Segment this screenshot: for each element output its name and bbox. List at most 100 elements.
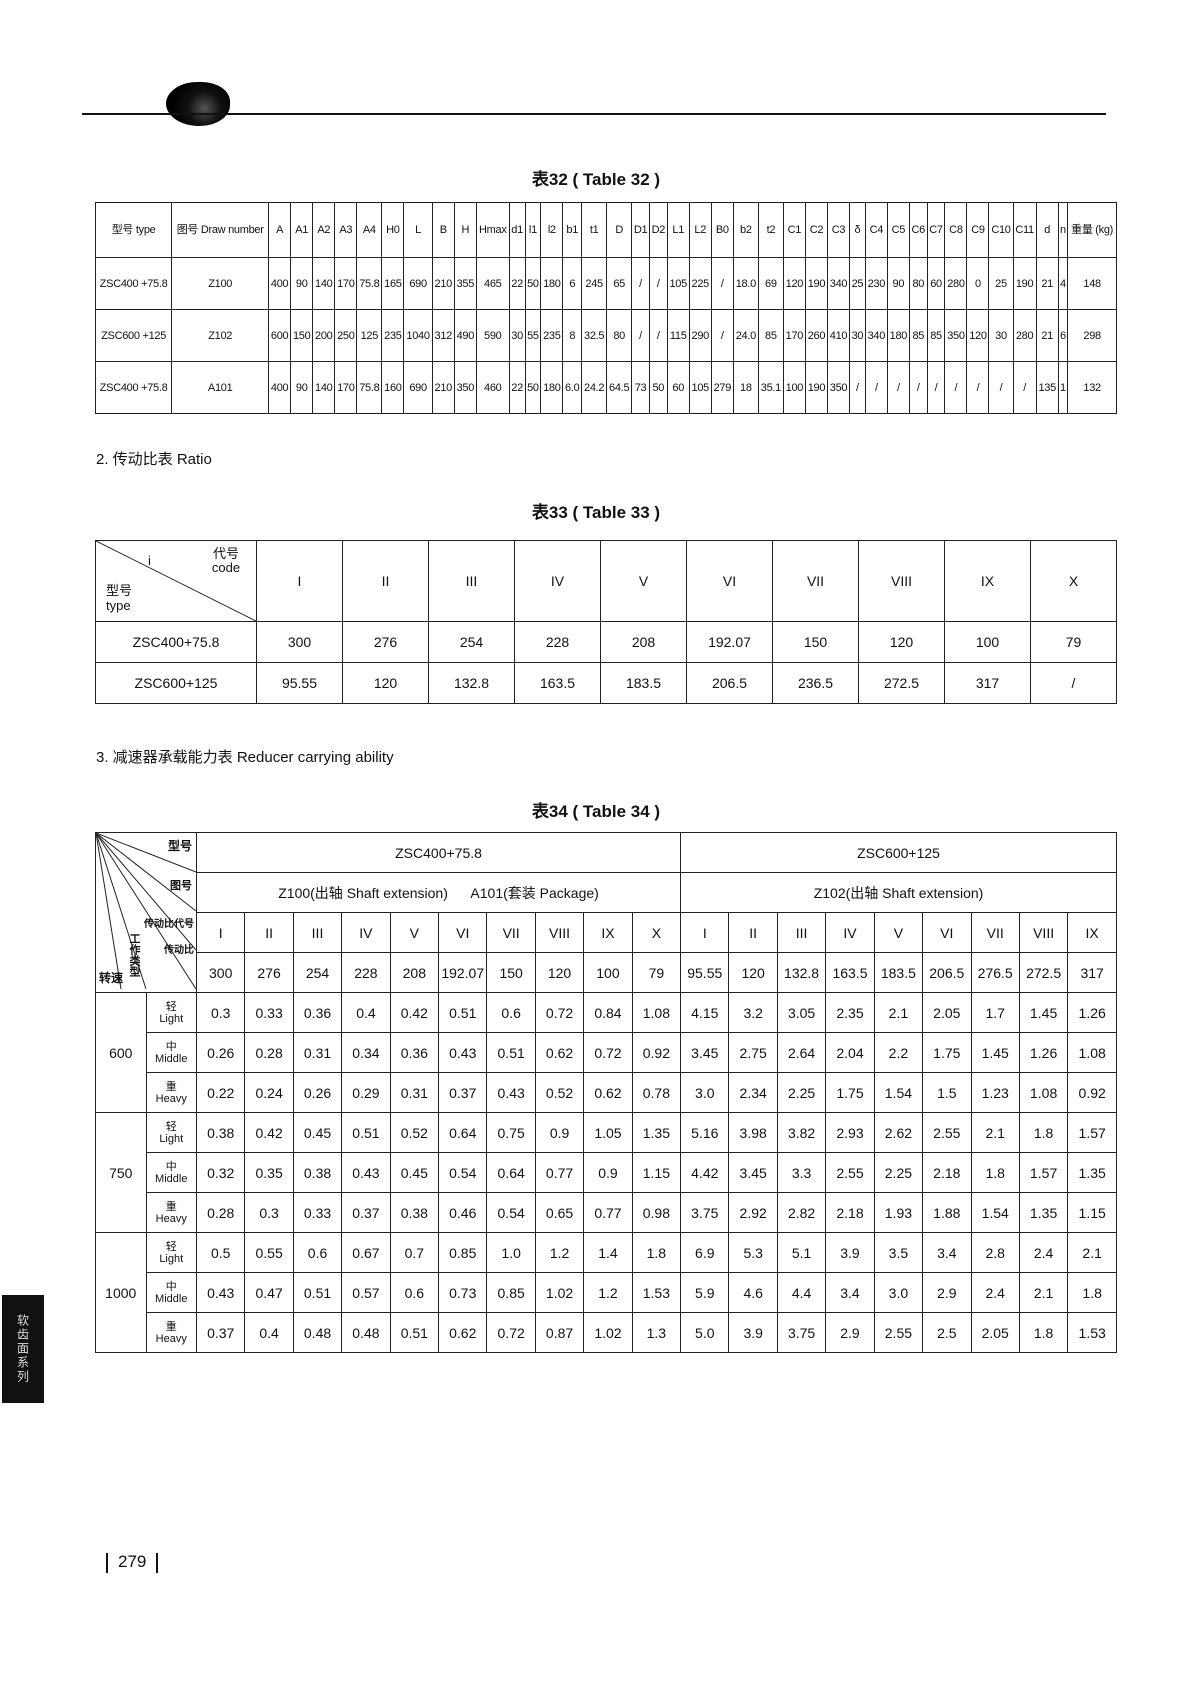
table-cell: 0.62: [534, 1032, 585, 1073]
table-cell: 1.23: [970, 1072, 1020, 1113]
table-cell: 2.93: [825, 1112, 875, 1153]
column-header: A1: [290, 202, 314, 258]
table-cell: 1.53: [1067, 1312, 1117, 1353]
table-cell: 590: [475, 309, 510, 362]
model-header: ZSC400+75.8: [195, 832, 682, 873]
column-header: b2: [732, 202, 759, 258]
column-header: D: [606, 202, 633, 258]
table-cell: 0.43: [341, 1152, 391, 1193]
table-row: ZSC600+125 95.55 120 132.8 163.5 183.5 206.5 23…: [95, 662, 1117, 704]
table-cell: 2.04: [825, 1032, 875, 1073]
column-header: l2: [540, 202, 564, 258]
table-row: Z100(出轴 Shaft extension) A101(套装 Package…: [96, 872, 1117, 913]
ratio-header: 79: [631, 952, 682, 993]
diagonal-line: [96, 541, 256, 621]
code-header: I: [256, 540, 343, 622]
table-cell: 2.82: [776, 1192, 827, 1233]
table-cell: 0.37: [438, 1072, 488, 1113]
corner-work-type: 工作类型: [128, 933, 140, 977]
table-cell: 0.64: [438, 1112, 488, 1153]
table-cell: 65: [606, 257, 633, 310]
table-row: ZSC600 +125 Z102 600 150 200 250 125 235 1040 312…: [94, 309, 1117, 362]
table-cell: 150: [772, 621, 859, 663]
label-zh: 轻: [165, 1000, 177, 1013]
ratio-header: 276: [244, 952, 294, 993]
code-header: VII: [486, 912, 536, 953]
table-cell: 3.3: [776, 1152, 827, 1193]
column-header: B: [431, 202, 455, 258]
ratio-header: 150: [486, 952, 536, 993]
column-header: d: [1035, 202, 1059, 258]
table-cell: 0.9: [583, 1152, 633, 1193]
label-en: Heavy: [155, 1092, 187, 1105]
table-cell: 0.31: [292, 1032, 343, 1073]
table-32: 型号 type 图号 Draw number A A1 A2 A3 A4 H0 L B H Hmax d…: [94, 202, 1117, 414]
table-cell: ZSC400 +75.8: [94, 361, 173, 414]
label-en: Middle: [155, 1292, 188, 1305]
ratio-header: 183.5: [873, 952, 924, 993]
table-cell: 208: [600, 621, 687, 663]
table-cell: 0.43: [438, 1032, 488, 1073]
ratio-header: 163.5: [825, 952, 875, 993]
table-cell: 1.8: [631, 1232, 682, 1273]
table-cell: 18: [732, 361, 759, 414]
table-cell: 250: [334, 309, 358, 362]
diagonal-header-cell: i 代号 code 型号 type: [95, 540, 257, 622]
side-section-tab: 软齿面系列: [2, 1295, 44, 1403]
table-cell: 50: [524, 257, 542, 310]
table-cell: 0.5: [195, 1232, 246, 1273]
table-cell: 312: [431, 309, 455, 362]
type-cell: ZSC400+75.8: [95, 621, 257, 663]
work-type-cell: 中 Middle: [145, 1032, 197, 1073]
code-header: X: [1030, 540, 1117, 622]
ratio-header: 95.55: [680, 952, 730, 993]
code-header: VIII: [534, 912, 585, 953]
table-cell: 190: [804, 257, 828, 310]
column-header: δ: [849, 202, 866, 258]
table-cell: 1: [1057, 361, 1069, 414]
label-zh: 轻: [165, 1240, 177, 1253]
table-cell: 0.9: [534, 1112, 585, 1153]
table-cell: 228: [514, 621, 601, 663]
table-cell: 3.0: [873, 1272, 924, 1313]
table-cell: 0.72: [583, 1032, 633, 1073]
table-cell: 0.6: [292, 1232, 343, 1273]
table-cell: 690: [403, 361, 433, 414]
table-cell: 150: [290, 309, 314, 362]
table-cell: /: [631, 309, 650, 362]
table-cell: Z102: [171, 309, 270, 362]
table-cell: 0.36: [292, 992, 343, 1033]
diagonal-lines: [96, 833, 196, 989]
table-cell: 1.0: [486, 1232, 536, 1273]
table-cell: 0.85: [438, 1232, 488, 1273]
ratio-header: 206.5: [922, 952, 972, 993]
table-cell: /: [648, 309, 668, 362]
column-header: B0: [710, 202, 734, 258]
table-cell: 100: [944, 621, 1031, 663]
table-cell: 1.53: [631, 1272, 682, 1313]
table-cell: 30: [849, 309, 866, 362]
table34-title: 表34 ( Table 34 ): [531, 802, 661, 821]
table-row: ZSC400+75.8 300 276 254 228 208 192.07 150 120 10…: [95, 621, 1117, 663]
corner-drawing: 图号: [170, 880, 192, 892]
table-cell: 0.33: [244, 992, 294, 1033]
corner-ratio-code: 传动比代号: [144, 919, 194, 930]
table-cell: 2.64: [776, 1032, 827, 1073]
table-cell: 236.5: [772, 662, 859, 704]
table-cell: 90: [290, 361, 314, 414]
table-cell: /: [988, 361, 1014, 414]
table-cell: 85: [926, 309, 946, 362]
table-cell: 0.35: [244, 1152, 294, 1193]
column-header: C9: [966, 202, 990, 258]
table-cell: 0.28: [195, 1192, 246, 1233]
table-cell: 0.51: [292, 1272, 343, 1313]
table-cell: 2.5: [922, 1312, 972, 1353]
table-cell: 1.15: [1067, 1192, 1117, 1233]
table-cell: 0.37: [341, 1192, 391, 1233]
table-cell: 0.77: [583, 1192, 633, 1233]
table-cell: 90: [886, 257, 910, 310]
table-cell: 80: [606, 309, 633, 362]
corner-ratio: 传动比: [164, 945, 194, 956]
column-header: L2: [688, 202, 712, 258]
table-cell: 340: [826, 257, 851, 310]
